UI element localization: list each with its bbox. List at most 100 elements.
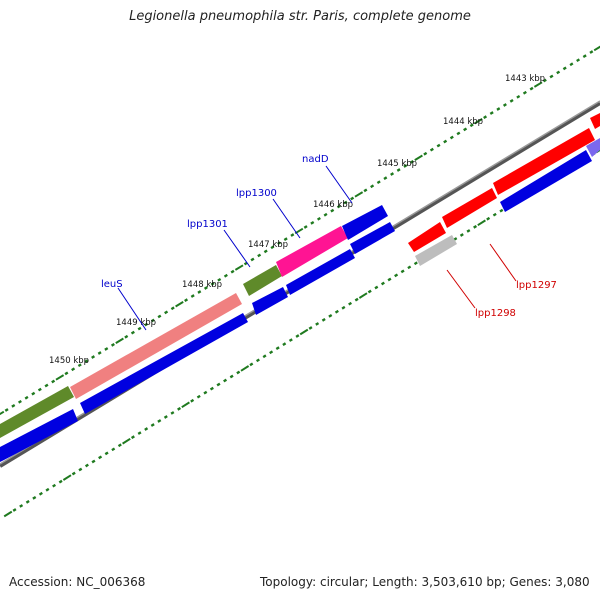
outer-minor-tick — [582, 54, 587, 59]
outer-minor-tick — [270, 245, 275, 250]
inner-major-tick — [240, 365, 250, 372]
inner-minor-tick — [84, 463, 89, 468]
inner-major-tick — [299, 328, 309, 336]
gene-label-lpp1297[interactable]: lpp1297 — [516, 280, 557, 291]
leader-lpp1298 — [446, 269, 476, 309]
inner-minor-tick — [150, 423, 155, 427]
outer-major-tick — [593, 45, 600, 52]
outer-minor-tick — [97, 351, 102, 355]
outer-minor-tick — [330, 208, 335, 213]
outer-minor-tick — [516, 94, 521, 99]
outer-minor-tick — [263, 249, 268, 254]
inner-minor-tick — [223, 378, 228, 383]
gene-block-lpp1300-reverse[interactable] — [286, 249, 355, 295]
inner-minor-tick — [52, 483, 57, 488]
inner-minor-tick — [255, 358, 260, 363]
outer-minor-tick — [217, 277, 222, 282]
outer-minor-tick — [323, 212, 328, 217]
outer-minor-tick — [310, 220, 315, 225]
outer-minor-tick — [137, 326, 142, 331]
gene-label-lpp1301[interactable]: lpp1301 — [187, 219, 228, 230]
gene-label-lpp1300[interactable]: lpp1300 — [236, 188, 277, 199]
inner-minor-tick — [262, 354, 267, 359]
inner-minor-tick — [203, 390, 208, 395]
gene-labels: nadD lpp1300 lpp1301 leuS lpp1297 lpp129… — [101, 154, 557, 319]
gene-block-nadD[interactable] — [342, 205, 388, 240]
outer-minor-tick — [562, 66, 567, 71]
inner-minor-tick — [321, 317, 326, 322]
gene-block-red-edge[interactable] — [590, 113, 600, 129]
gene-block-leuS-reverse[interactable] — [80, 313, 248, 414]
inner-minor-tick — [196, 394, 201, 399]
outer-minor-tick — [203, 286, 208, 290]
inner-minor-tick — [117, 443, 122, 448]
outer-minor-tick — [91, 355, 96, 359]
gene-label-leuS[interactable]: leuS — [101, 279, 123, 290]
inner-minor-tick — [380, 281, 385, 286]
outer-major-tick — [175, 301, 184, 308]
gene-block-nadD-reverse[interactable] — [350, 222, 395, 254]
gene-block-olive-left[interactable] — [0, 386, 74, 438]
gene-label-lpp1298[interactable]: lpp1298 — [475, 308, 516, 319]
outer-major-tick — [533, 81, 543, 88]
inner-minor-tick — [367, 289, 372, 294]
inner-minor-tick — [499, 208, 504, 213]
outer-minor-tick — [144, 322, 149, 327]
outer-minor-tick — [31, 391, 36, 396]
gene-block-lpp1297-b[interactable] — [442, 188, 497, 228]
leader-lpp1297 — [489, 243, 517, 282]
gene-block-reverse-leftmost[interactable] — [0, 409, 78, 462]
gene-block-lpp1301[interactable] — [243, 265, 282, 296]
gene-block-purple-edge[interactable] — [586, 138, 600, 157]
outer-minor-tick — [170, 306, 175, 311]
outer-minor-tick — [110, 342, 115, 347]
inner-major-tick — [477, 219, 486, 227]
reverse-strand-track — [0, 138, 600, 462]
outer-minor-tick — [489, 111, 494, 115]
gene-label-nadD[interactable]: nadD — [302, 154, 329, 165]
outer-minor-tick — [230, 269, 235, 274]
inner-minor-tick — [334, 309, 339, 314]
inner-major-tick — [62, 474, 72, 481]
outer-major-tick — [55, 374, 65, 381]
outer-minor-tick — [449, 135, 454, 140]
outer-minor-tick — [316, 216, 321, 221]
outer-minor-tick — [250, 257, 255, 262]
scale-label-1449: 1449 kbp — [116, 318, 156, 328]
outer-minor-tick — [343, 200, 348, 205]
gene-block-leuS[interactable] — [70, 293, 242, 399]
outer-minor-tick — [509, 98, 514, 103]
inner-minor-tick — [354, 297, 359, 302]
inner-minor-tick — [486, 216, 491, 221]
inner-minor-tick — [104, 451, 109, 456]
outer-minor-tick — [496, 107, 501, 111]
leader-lpp1301 — [223, 229, 251, 268]
inner-minor-tick — [98, 455, 103, 460]
gene-block-lpp1297-a[interactable] — [408, 222, 446, 252]
gene-block-reverse-right[interactable] — [500, 150, 592, 212]
gene-block-lpp1298[interactable] — [415, 235, 457, 266]
outer-minor-tick — [370, 184, 375, 189]
outer-minor-tick — [569, 62, 574, 67]
gene-block-lpp1300[interactable] — [276, 226, 348, 277]
scale-label-1447: 1447 kbp — [248, 240, 288, 250]
outer-minor-tick — [363, 188, 368, 193]
outer-minor-tick — [542, 78, 547, 83]
inner-minor-tick — [413, 261, 418, 266]
outer-minor-tick — [157, 314, 162, 319]
gene-block-red-right[interactable] — [493, 128, 595, 195]
outer-minor-tick — [277, 241, 282, 246]
scale-labels: 1443 kbp 1444 kbp 1445 kbp 1446 kbp 1447… — [49, 74, 545, 366]
leader-leuS — [117, 287, 147, 331]
gene-block-lpp1301-reverse[interactable] — [252, 287, 288, 315]
outer-minor-tick — [71, 367, 76, 372]
inner-minor-tick — [111, 447, 116, 452]
outer-minor-tick — [409, 159, 414, 164]
scale-label-1445: 1445 kbp — [377, 159, 417, 169]
inner-minor-tick — [492, 212, 497, 217]
outer-minor-tick — [456, 131, 461, 136]
inner-minor-tick — [229, 374, 234, 379]
inner-minor-tick — [190, 398, 195, 403]
